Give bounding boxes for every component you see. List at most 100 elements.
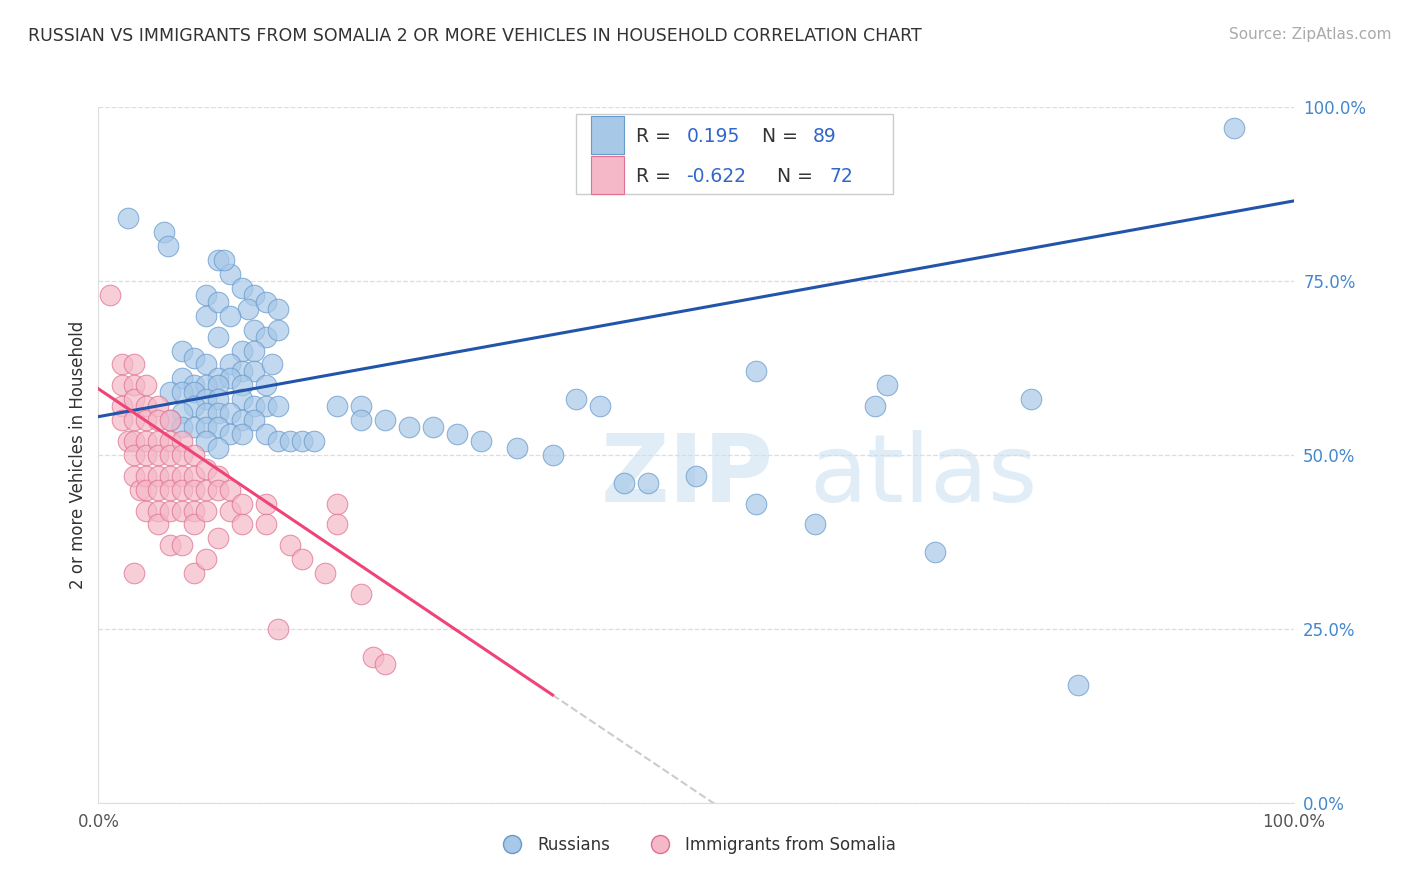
Point [374, 657, 396, 671]
Text: 89: 89 [813, 127, 837, 146]
Point [924, 545, 946, 559]
Point [260, 358, 283, 372]
Point [302, 434, 325, 448]
Point [148, 434, 170, 448]
Point [613, 475, 636, 490]
Point [745, 497, 768, 511]
Point [219, 427, 242, 442]
Point [363, 649, 385, 664]
Point [291, 434, 314, 448]
Y-axis label: 2 or more Vehicles in Household: 2 or more Vehicles in Household [69, 321, 87, 589]
Point [172, 503, 194, 517]
Point [231, 497, 253, 511]
Point [267, 301, 290, 316]
Point [207, 441, 229, 455]
Point [195, 503, 218, 517]
Point [254, 427, 277, 442]
Point [183, 517, 205, 532]
Point [243, 288, 266, 302]
Point [183, 483, 205, 497]
Point [159, 538, 181, 552]
Point [243, 364, 266, 378]
Point [565, 392, 588, 407]
Point [231, 281, 253, 295]
Point [212, 253, 235, 268]
Point [219, 371, 242, 385]
Point [1223, 120, 1246, 135]
Point [254, 329, 277, 343]
Point [135, 434, 157, 448]
Point [398, 420, 420, 434]
Point [685, 468, 707, 483]
Point [195, 288, 218, 302]
Point [219, 406, 242, 420]
Point [291, 552, 314, 566]
Point [350, 413, 373, 427]
Point [267, 622, 290, 636]
Point [183, 468, 205, 483]
Text: atlas: atlas [810, 430, 1038, 522]
Point [195, 358, 218, 372]
Text: -0.622: -0.622 [686, 167, 747, 186]
Point [637, 475, 659, 490]
Point [195, 392, 218, 407]
Point [207, 532, 229, 546]
Point [278, 538, 301, 552]
Point [159, 385, 181, 400]
Point [98, 288, 122, 302]
Point [124, 448, 146, 462]
Point [207, 392, 229, 407]
Point [117, 434, 139, 448]
Point [254, 378, 277, 392]
Point [219, 358, 242, 372]
Point [446, 427, 468, 442]
Point [267, 323, 290, 337]
Point [207, 378, 229, 392]
Point [159, 413, 181, 427]
Point [183, 448, 205, 462]
Point [278, 434, 301, 448]
Point [135, 448, 157, 462]
Point [172, 448, 194, 462]
Point [148, 503, 170, 517]
Point [231, 517, 253, 532]
Point [172, 468, 194, 483]
Point [219, 309, 242, 323]
Point [148, 448, 170, 462]
Point [207, 406, 229, 420]
Text: 0.195: 0.195 [686, 127, 740, 146]
Point [1067, 677, 1090, 691]
Point [219, 267, 242, 281]
Point [148, 468, 170, 483]
Point [876, 378, 898, 392]
Point [183, 385, 205, 400]
Point [254, 399, 277, 413]
Point [124, 378, 146, 392]
Text: N =: N = [749, 127, 804, 146]
Point [541, 448, 564, 462]
Point [195, 552, 218, 566]
Text: 72: 72 [830, 167, 853, 186]
Text: R =: R = [637, 127, 678, 146]
Point [422, 420, 444, 434]
Point [111, 413, 134, 427]
Point [470, 434, 492, 448]
Point [195, 434, 218, 448]
Text: Source: ZipAtlas.com: Source: ZipAtlas.com [1229, 27, 1392, 42]
Point [159, 413, 181, 427]
Point [172, 371, 194, 385]
Point [111, 399, 134, 413]
Point [195, 378, 218, 392]
Point [350, 587, 373, 601]
Point [159, 468, 181, 483]
Point [183, 351, 205, 365]
Point [315, 566, 337, 581]
Point [207, 420, 229, 434]
Point [231, 364, 253, 378]
Point [148, 517, 170, 532]
Point [350, 399, 373, 413]
Point [148, 483, 170, 497]
Point [231, 427, 253, 442]
Point [804, 517, 827, 532]
Point [231, 392, 253, 407]
